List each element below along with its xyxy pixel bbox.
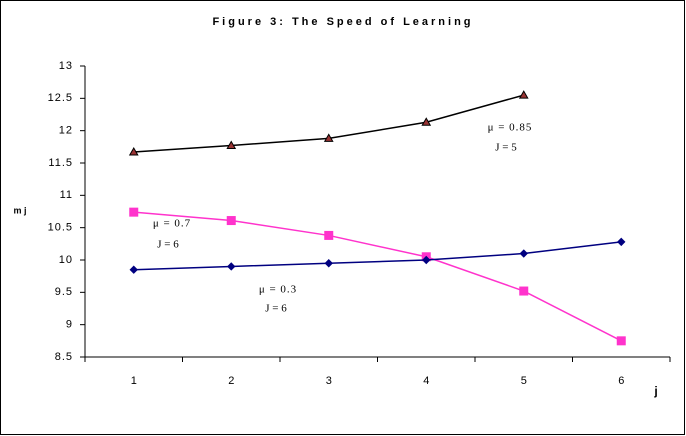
marker	[324, 230, 334, 240]
marker	[518, 90, 529, 99]
marker	[519, 286, 529, 296]
y-tick-label: 11	[60, 189, 73, 201]
x-tick-label: 2	[228, 375, 234, 387]
series-line	[133, 241, 622, 271]
marker	[616, 336, 626, 346]
marker	[226, 140, 237, 150]
series-label: μ = 0.3	[259, 284, 297, 296]
y-tick-label: 9	[66, 319, 73, 331]
marker	[519, 249, 528, 258]
y-tick-label: 13	[59, 60, 73, 72]
series-line	[133, 211, 622, 342]
x-tick-label: 6	[618, 375, 624, 387]
y-tick-label: 12.5	[48, 92, 73, 104]
marker	[422, 255, 431, 265]
marker	[128, 146, 139, 156]
marker	[129, 265, 138, 274]
marker	[421, 117, 432, 126]
series-note: J = 6	[157, 239, 179, 251]
series-label: μ = 0.7	[153, 218, 191, 230]
series-note: J = 6	[265, 303, 287, 315]
y-tick-label: 9.5	[55, 286, 73, 298]
marker	[617, 237, 626, 247]
y-axis-label: m j	[13, 205, 26, 215]
series-note: J = 5	[495, 142, 517, 154]
x-tick-label: 3	[326, 375, 332, 387]
y-tick-label: 12	[59, 125, 73, 137]
y-tick-label: 10	[59, 254, 73, 266]
chart-title: Figure 3: The Speed of Learning	[212, 16, 473, 28]
x-tick-label: 4	[423, 375, 429, 387]
marker	[227, 262, 236, 271]
y-tick-label: 8.5	[55, 351, 73, 363]
marker	[323, 133, 334, 142]
x-tick-label: 5	[521, 375, 527, 387]
x-axis-label: j	[653, 384, 657, 398]
marker	[129, 207, 139, 217]
marker	[324, 259, 333, 268]
series-label: μ = 0.85	[488, 122, 533, 134]
y-tick-label: 11.5	[48, 157, 73, 169]
marker	[226, 216, 236, 226]
x-tick-label: 1	[131, 375, 137, 387]
y-tick-label: 10.5	[48, 222, 73, 234]
